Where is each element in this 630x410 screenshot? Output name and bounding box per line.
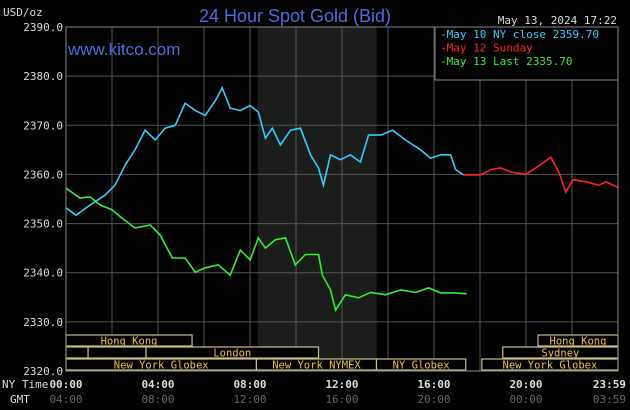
legend: -May 10 NY close 2359.70-May 12 Sunday-M… [440, 28, 599, 68]
x-tick-label-gmt: 12:00 [233, 393, 266, 406]
x-tick-label-ny: 20:00 [509, 378, 542, 391]
x-tick-label-ny: 00:00 [49, 378, 82, 391]
watermark: www.kitco.com [67, 40, 180, 59]
legend-entry: -May 10 NY close 2359.70 [440, 28, 599, 41]
y-tick-label: 2320.0 [23, 365, 63, 378]
session-label: New York NYMEX [272, 360, 361, 372]
nymex-shaded-region [257, 27, 377, 371]
session-box [375, 358, 467, 371]
plot-frame [65, 26, 619, 372]
series-line [65, 187, 467, 313]
gmt-label: GMT [10, 393, 30, 406]
session-label: New York Globex [114, 360, 209, 372]
x-tick-label-ny: 04:00 [141, 378, 174, 391]
x-tick-label-ny: 23:59 [593, 378, 626, 391]
series-line [463, 156, 618, 195]
x-tick-label-gmt: 04:00 [49, 393, 82, 406]
session-box [87, 346, 147, 359]
timestamp: May 13, 2024 17:22 [498, 14, 617, 27]
x-tick-label-gmt: 08:00 [141, 393, 174, 406]
x-tick-label-ny: 08:00 [233, 378, 266, 391]
y-axis-label: USD/oz [3, 6, 43, 19]
legend-entry: -May 12 Sunday [440, 42, 533, 55]
session-box [65, 346, 89, 359]
y-tick-label: 2330.0 [23, 316, 63, 329]
session-label: Hong Kong [101, 336, 158, 348]
ny-time-label: NY Time [2, 378, 48, 391]
legend-entry: -May 13 Last 2335.70 [440, 55, 572, 68]
y-tick-label: 2350.0 [23, 218, 63, 231]
legend-box [434, 26, 619, 81]
y-tick-label: 2380.0 [23, 70, 63, 83]
y-tick-label: 2340.0 [23, 267, 63, 280]
x-tick-label-gmt: 20:00 [417, 393, 450, 406]
session-label: Hong Kong [550, 336, 607, 348]
x-tick-label-gmt: 00:00 [509, 393, 542, 406]
y-tick-label: 2370.0 [23, 119, 63, 132]
session-label: NY Globex [393, 360, 450, 372]
series-line [65, 86, 465, 217]
y-tick-label: 2390.0 [23, 21, 63, 34]
session-label: New York Globex [503, 360, 598, 372]
chart-title: 24 Hour Spot Gold (Bid) [199, 6, 391, 26]
session-box [145, 346, 320, 359]
x-tick-label-gmt: 16:00 [325, 393, 358, 406]
session-label: London [213, 348, 251, 360]
gridlines [66, 27, 618, 371]
session-label: Sydney [541, 348, 579, 360]
x-tick-label-ny: 16:00 [417, 378, 450, 391]
y-tick-label: 2360.0 [23, 168, 63, 181]
x-tick-label-gmt: 03:59 [593, 393, 626, 406]
x-tick-label-ny: 12:00 [325, 378, 358, 391]
